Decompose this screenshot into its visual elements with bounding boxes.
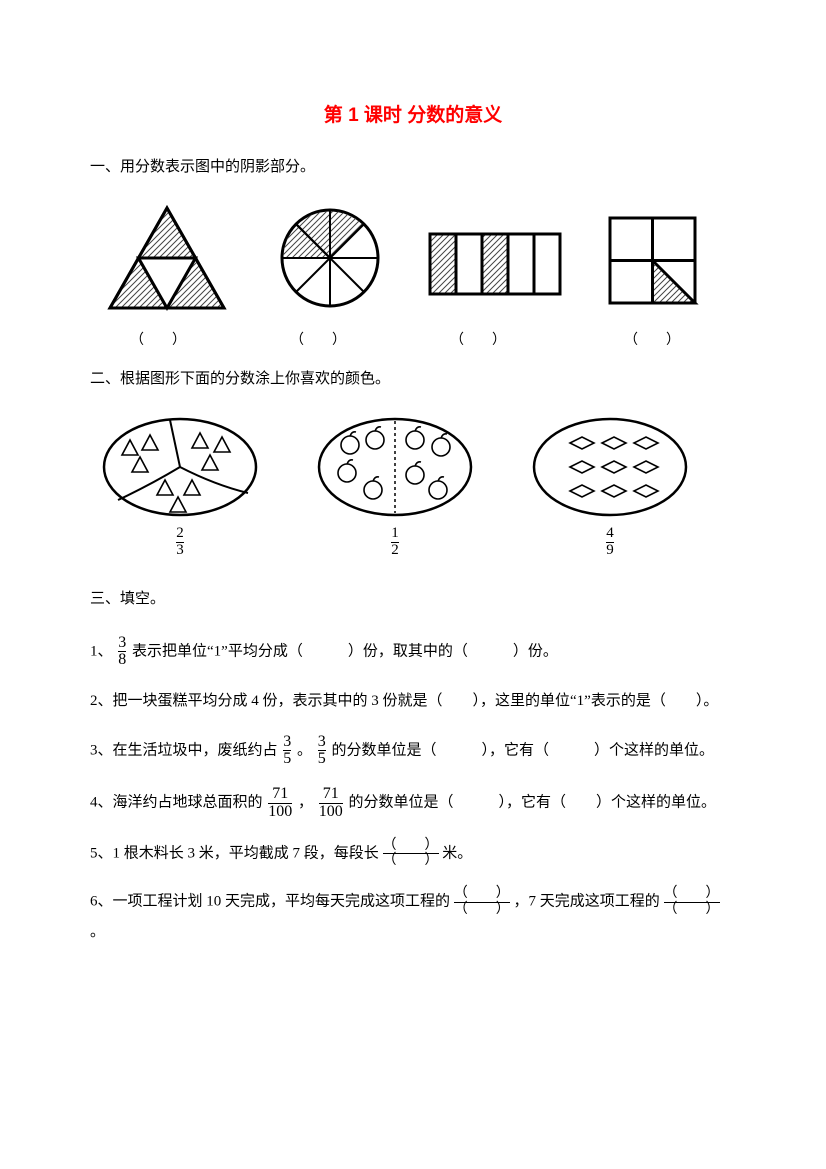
q3-frac1: 35 [283, 734, 291, 769]
section-3-head: 三、填空。 [90, 587, 736, 611]
q6-a: 6、一项工程计划 10 天完成，平均每天完成这项工程的 [90, 894, 450, 910]
section-2-head: 二、根据图形下面的分数涂上你喜欢的颜色。 [90, 367, 736, 391]
q5: 5、1 根木料长 3 米，平均截成 7 段，每段长 （ ）（ ） 米。 [90, 839, 736, 869]
q4-frac1: 71100 [268, 786, 292, 821]
frac-label-2: 12 [391, 526, 399, 559]
blank-2: （ ） [290, 329, 402, 349]
q6-b: ，7 天完成这项工程的 [514, 894, 660, 910]
fig-triangle [100, 203, 235, 313]
blank-3: （ ） [450, 329, 576, 349]
page-title: 第 1 课时 分数的意义 [90, 100, 736, 127]
frac-labels-row: 23 12 49 [100, 526, 736, 559]
q1: 1、 38 表示把单位“1”平均分成（ ）份，取其中的（ ）份。 [90, 635, 736, 670]
fig-triangles-plate [100, 415, 260, 520]
q4-a: 4、海洋约占地球总面积的 [90, 795, 263, 811]
figures-row-2 [100, 415, 736, 520]
q5-a: 5、1 根木料长 3 米，平均截成 7 段，每段长 [90, 845, 379, 861]
q4-b: ， [298, 795, 313, 811]
q6-c: 。 [90, 924, 105, 940]
fig-diamonds-plate [530, 415, 690, 520]
q4-frac2: 71100 [319, 786, 343, 821]
q6-paren-frac-1: （ ）（ ） [454, 887, 510, 917]
q3-b: 。 [297, 742, 312, 758]
q3-c: 的分数单位是（ ），它有（ ）个这样的单位。 [332, 742, 715, 758]
frac-label-1: 23 [176, 526, 184, 559]
q1-text: 表示把单位“1”平均分成（ ）份，取其中的（ ）份。 [132, 643, 558, 659]
figures-row-1 [100, 203, 736, 313]
q2: 2、把一块蛋糕平均分成 4 份，表示其中的 3 份就是（ ），这里的单位“1”表… [90, 687, 736, 716]
q3: 3、在生活垃圾中，废纸约占 35 。 35 的分数单位是（ ），它有（ ）个这样… [90, 734, 736, 769]
q1-frac: 38 [118, 635, 126, 670]
q5-b: 米。 [442, 845, 472, 861]
q3-frac2: 35 [318, 734, 326, 769]
fig-square-grid [605, 213, 700, 308]
blanks-row-1: （ ） （ ） （ ） （ ） [130, 329, 736, 349]
q5-paren-frac: （ ）（ ） [383, 839, 439, 869]
fig-rect-strips [425, 229, 565, 299]
q4-c: 的分数单位是（ ），它有（ ）个这样的单位。 [349, 795, 717, 811]
blank-1: （ ） [130, 329, 242, 349]
q1-prefix: 1、 [90, 643, 113, 659]
q4: 4、海洋约占地球总面积的 71100 ， 71100 的分数单位是（ ），它有（… [90, 786, 736, 821]
frac-label-3: 49 [606, 526, 614, 559]
q3-a: 3、在生活垃圾中，废纸约占 [90, 742, 278, 758]
fig-apples-plate [315, 415, 475, 520]
fig-pie [275, 203, 385, 313]
q6-paren-frac-2: （ ）（ ） [664, 887, 720, 917]
section-1-head: 一、用分数表示图中的阴影部分。 [90, 155, 736, 179]
blank-4: （ ） [624, 329, 736, 349]
q6: 6、一项工程计划 10 天完成，平均每天完成这项工程的 （ ）（ ） ，7 天完… [90, 887, 736, 946]
